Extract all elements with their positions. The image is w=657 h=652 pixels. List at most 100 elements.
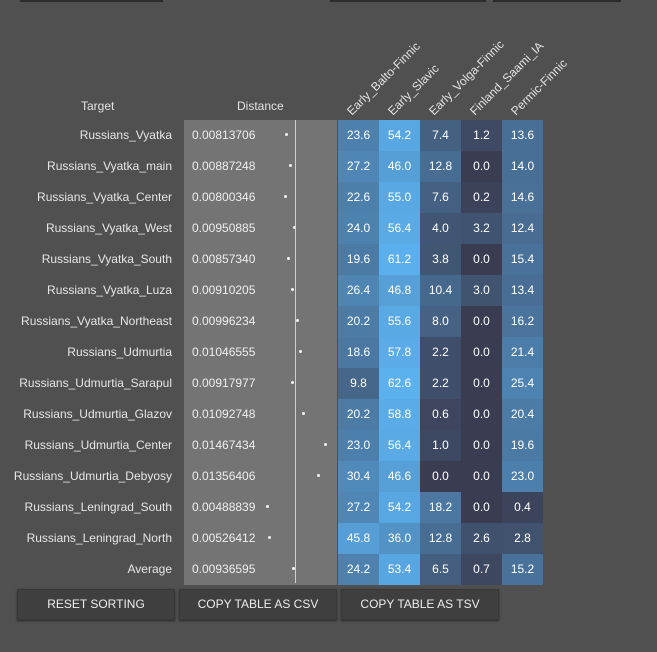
value-cell-early-volga-finnic: 0.6: [420, 399, 461, 430]
table-row: Russians_Udmurtia_Sarapul 0.00917977 9.8 62…: [0, 368, 657, 399]
value-cell-finland-saami-ia: 0.0: [461, 461, 502, 492]
distance-value: 0.01356406: [192, 469, 256, 483]
value-cell-finland-saami-ia: 0.2: [461, 182, 502, 213]
table-row: Russians_Udmurtia_Center 0.01467434 23.0 56…: [0, 430, 657, 461]
value-cell-early-volga-finnic: 2.2: [420, 368, 461, 399]
top-bar-right: [330, 0, 486, 2]
value-cell-early-slavic: 46.0: [379, 151, 420, 182]
distance-marker: [289, 164, 292, 167]
target-header[interactable]: Target: [81, 99, 115, 113]
distance-cell: 0.00488839: [184, 492, 337, 523]
value-cell-early-volga-finnic: 12.8: [420, 523, 461, 554]
distance-value: 0.00950885: [192, 221, 256, 235]
value-cell-finland-saami-ia: 0.7: [461, 554, 502, 585]
value-cell-permic-finnic: 16.2: [502, 306, 543, 337]
distance-value: 0.00910205: [192, 283, 256, 297]
distance-value: 0.00996234: [192, 314, 256, 328]
distance-cell: 0.00800346: [184, 182, 337, 213]
component-header-early-balto-finnic[interactable]: Early_Balto-Finnic: [344, 39, 423, 118]
value-cell-early-volga-finnic: 10.4: [420, 275, 461, 306]
table-row: Russians_Udmurtia 0.01046555 18.6 57.8 2.2 0.…: [0, 337, 657, 368]
value-cell-early-slavic: 55.0: [379, 182, 420, 213]
value-cell-early-volga-finnic: 7.6: [420, 182, 461, 213]
distance-header[interactable]: Distance: [237, 99, 284, 113]
distance-cell: 0.00813706: [184, 120, 337, 151]
value-cell-early-slavic: 56.4: [379, 430, 420, 461]
value-cell-early-balto-finnic: 23.6: [338, 120, 379, 151]
table-row: Russians_Udmurtia_Glazov 0.01092748 20.2 58…: [0, 399, 657, 430]
value-cell-early-slavic: 57.8: [379, 337, 420, 368]
table-row: Russians_Leningrad_South 0.00488839 27.2 54…: [0, 492, 657, 523]
copy-tsv-button[interactable]: COPY TABLE AS TSV: [341, 589, 499, 620]
target-name: Russians_Vyatka_South: [41, 252, 172, 266]
target-name: Russians_Udmurtia_Debyosy: [13, 469, 172, 483]
target-name: Average: [127, 562, 172, 576]
value-cell-permic-finnic: 12.4: [502, 213, 543, 244]
value-cell-permic-finnic: 20.4: [502, 399, 543, 430]
top-bar-far-right: [493, 0, 621, 2]
value-cell-permic-finnic: 2.8: [502, 523, 543, 554]
value-cell-finland-saami-ia: 2.6: [461, 523, 502, 554]
value-cell-permic-finnic: 21.4: [502, 337, 543, 368]
value-cell-early-balto-finnic: 26.4: [338, 275, 379, 306]
distance-marker: [284, 195, 287, 198]
value-cell-early-slavic: 61.2: [379, 244, 420, 275]
value-cell-permic-finnic: 14.0: [502, 151, 543, 182]
value-cell-early-slavic: 56.4: [379, 213, 420, 244]
value-cell-early-volga-finnic: 0.0: [420, 461, 461, 492]
component-header-finland-saami-ia[interactable]: Finland_Saami_IA: [467, 38, 547, 119]
distance-cell: 0.00996234: [184, 306, 337, 337]
value-cell-early-slavic: 54.2: [379, 492, 420, 523]
distance-marker: [291, 288, 294, 291]
distance-value: 0.00800346: [192, 190, 256, 204]
value-cell-early-balto-finnic: 30.4: [338, 461, 379, 492]
target-name: Russians_Udmurtia_Glazov: [23, 407, 172, 421]
distance-value: 0.00857340: [192, 252, 256, 266]
value-cell-early-balto-finnic: 9.8: [338, 368, 379, 399]
table-row: Average 0.00936595 24.2 53.4 6.5 0.7 15.2: [0, 554, 657, 585]
value-cell-permic-finnic: 0.4: [502, 492, 543, 523]
value-cell-finland-saami-ia: 0.0: [461, 368, 502, 399]
target-name: Russians_Vyatka_main: [47, 159, 172, 173]
distance-value: 0.00917977: [192, 376, 256, 390]
value-cell-early-volga-finnic: 12.8: [420, 151, 461, 182]
distance-value: 0.00936595: [192, 562, 256, 576]
table-row: Russians_Vyatka_Luza 0.00910205 26.4 46.8 10…: [0, 275, 657, 306]
target-name: Russians_Vyatka_Northeast: [21, 314, 172, 328]
component-header-early-volga-finnic[interactable]: Early_Volga-Finnic: [426, 37, 507, 118]
value-cell-early-slavic: 62.6: [379, 368, 420, 399]
value-cell-early-volga-finnic: 6.5: [420, 554, 461, 585]
distance-cell: 0.01092748: [184, 399, 337, 430]
table-row: Russians_Vyatka_Center 0.00800346 22.6 55.0…: [0, 182, 657, 213]
target-name: Russians_Leningrad_South: [24, 500, 172, 514]
table-row: Russians_Vyatka_West 0.00950885 24.0 56.4 4.…: [0, 213, 657, 244]
target-name: Russians_Vyatka_West: [45, 221, 172, 235]
value-cell-early-slavic: 36.0: [379, 523, 420, 554]
value-cell-finland-saami-ia: 0.0: [461, 430, 502, 461]
distance-cell: 0.00910205: [184, 275, 337, 306]
distance-cell: 0.00887248: [184, 151, 337, 182]
distance-cell: 0.01356406: [184, 461, 337, 492]
table-row: Russians_Leningrad_North 0.00526412 45.8 36…: [0, 523, 657, 554]
value-cell-early-slavic: 46.6: [379, 461, 420, 492]
value-cell-early-volga-finnic: 1.0: [420, 430, 461, 461]
distance-marker: [293, 226, 296, 229]
table-row: Russians_Udmurtia_Debyosy 0.01356406 30.4 4…: [0, 461, 657, 492]
value-cell-early-volga-finnic: 2.2: [420, 337, 461, 368]
distance-marker: [268, 536, 271, 539]
target-name: Russians_Vyatka: [79, 128, 172, 142]
target-name: Russians_Udmurtia_Center: [24, 438, 172, 452]
value-cell-finland-saami-ia: 3.0: [461, 275, 502, 306]
value-cell-early-balto-finnic: 19.6: [338, 244, 379, 275]
value-cell-early-balto-finnic: 23.0: [338, 430, 379, 461]
target-name: Russians_Vyatka_Center: [37, 190, 172, 204]
value-cell-permic-finnic: 13.6: [502, 120, 543, 151]
value-cell-early-volga-finnic: 3.8: [420, 244, 461, 275]
value-cell-early-volga-finnic: 8.0: [420, 306, 461, 337]
table-row: Russians_Vyatka 0.00813706 23.6 54.2 7.4 1.2 1…: [0, 120, 657, 151]
value-cell-early-balto-finnic: 24.2: [338, 554, 379, 585]
copy-csv-button[interactable]: COPY TABLE AS CSV: [179, 589, 337, 620]
reset-sorting-button[interactable]: RESET SORTING: [17, 589, 175, 620]
value-cell-early-balto-finnic: 20.2: [338, 399, 379, 430]
distance-value: 0.01092748: [192, 407, 256, 421]
